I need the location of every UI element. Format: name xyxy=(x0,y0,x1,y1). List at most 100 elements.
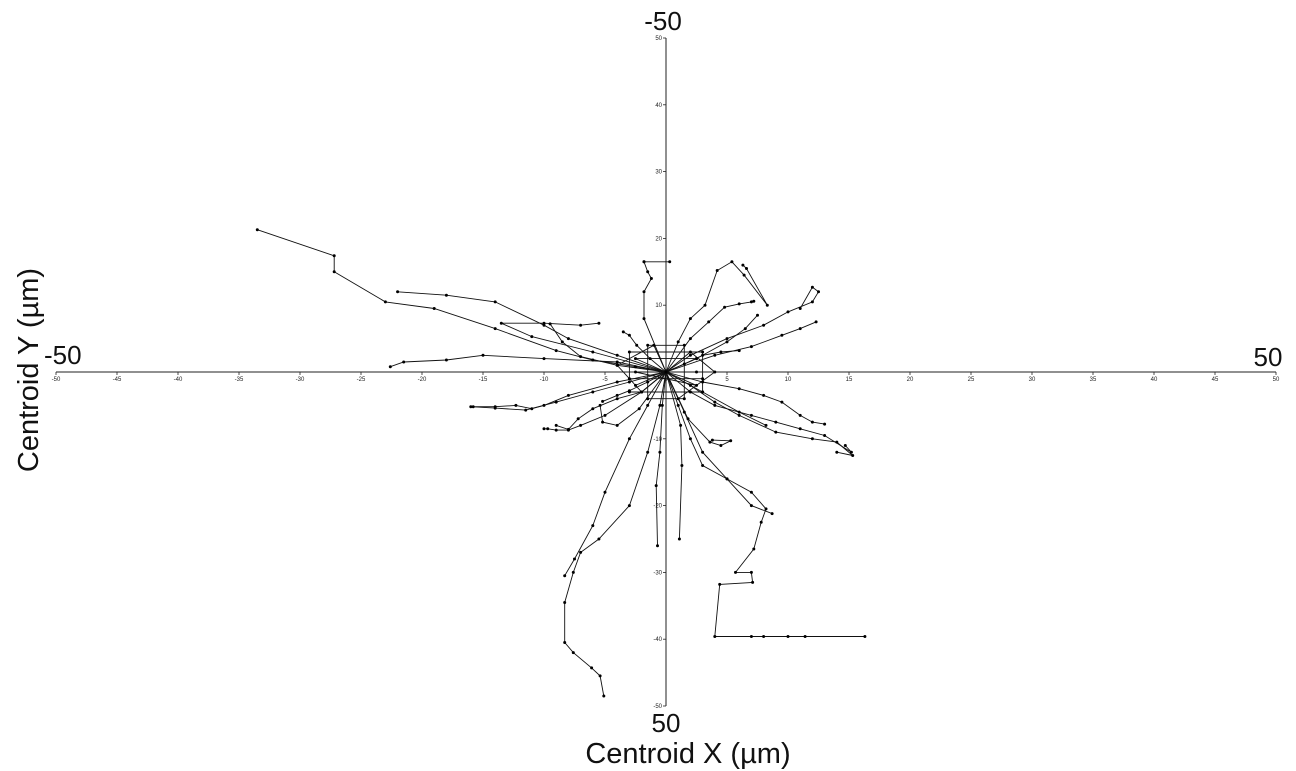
track-point xyxy=(749,300,753,304)
track-point xyxy=(677,537,681,541)
track-point xyxy=(388,365,392,369)
track-point xyxy=(713,400,717,404)
track-point xyxy=(598,674,602,678)
track-point xyxy=(749,504,753,508)
x-tick-label: -20 xyxy=(418,377,427,383)
track-point xyxy=(615,380,619,384)
y-tick-label: -30 xyxy=(653,570,662,576)
track-point xyxy=(560,340,564,344)
track-point xyxy=(654,484,658,488)
track-point xyxy=(591,358,595,362)
track-point xyxy=(770,512,774,516)
track-point xyxy=(759,520,763,524)
track-point xyxy=(695,383,698,387)
track-point xyxy=(752,299,756,303)
track-point xyxy=(713,403,717,407)
track-point xyxy=(615,423,619,427)
track-points xyxy=(255,228,867,698)
track-point xyxy=(688,350,692,354)
track-point xyxy=(563,641,567,644)
track-point xyxy=(703,303,707,307)
track-line xyxy=(665,371,683,540)
track-point xyxy=(715,269,719,272)
track-point xyxy=(637,407,641,411)
track-point xyxy=(701,350,705,354)
track-point xyxy=(718,582,722,586)
track-point xyxy=(627,437,631,441)
track-point xyxy=(701,390,705,394)
track-line xyxy=(564,371,667,576)
track-point xyxy=(752,547,756,551)
track-point xyxy=(762,323,766,327)
x-tick-label: -25 xyxy=(357,377,366,383)
track-point xyxy=(563,574,567,578)
track-point xyxy=(719,350,723,354)
track-point xyxy=(396,290,400,294)
track-point xyxy=(627,390,631,394)
track-point xyxy=(597,321,601,325)
track-point xyxy=(810,420,814,424)
track-point xyxy=(530,335,534,339)
track-point xyxy=(780,400,784,404)
track-point xyxy=(514,403,518,407)
track-point xyxy=(708,440,712,444)
track-point xyxy=(686,417,690,421)
track-point xyxy=(810,300,814,304)
track-point xyxy=(640,390,644,394)
track-point xyxy=(621,330,625,334)
track-point xyxy=(835,440,839,444)
x-tick-label: -40 xyxy=(174,377,183,383)
track-point xyxy=(713,635,717,638)
track-line xyxy=(643,261,670,373)
track-point xyxy=(737,349,741,353)
track-point xyxy=(680,464,684,467)
track-point xyxy=(579,423,583,427)
track-point xyxy=(634,357,637,361)
track-point xyxy=(601,420,605,424)
track-point xyxy=(627,377,631,381)
track-point xyxy=(688,337,692,341)
track-point xyxy=(634,383,637,387)
track-point xyxy=(688,383,692,387)
track-point xyxy=(682,397,686,401)
track-point xyxy=(597,537,601,541)
track-point xyxy=(627,350,631,354)
x-tick-label: 20 xyxy=(907,377,914,383)
x-tick-label: -5 xyxy=(602,377,608,383)
track-point xyxy=(682,343,686,347)
track-point xyxy=(432,307,436,310)
x-tick-label: 40 xyxy=(1151,377,1158,383)
track-point xyxy=(615,360,619,364)
track-point xyxy=(786,310,790,314)
x-tick-label: -50 xyxy=(52,377,61,383)
track-point xyxy=(734,570,737,574)
y-tick-label: 40 xyxy=(655,103,662,109)
track-point xyxy=(664,370,668,374)
track-point xyxy=(634,365,637,369)
track-point xyxy=(835,450,839,454)
track-point xyxy=(499,321,503,325)
track-point xyxy=(591,407,595,411)
track-point xyxy=(751,580,755,584)
track-line xyxy=(665,286,820,373)
track-point xyxy=(615,353,619,357)
track-point xyxy=(469,405,473,409)
track-point xyxy=(579,550,583,554)
x-tick-label: 10 xyxy=(785,377,792,383)
track-point xyxy=(851,454,855,457)
track-point xyxy=(627,504,631,508)
track-point xyxy=(668,260,672,264)
track-point xyxy=(817,290,820,294)
tracks xyxy=(257,229,865,697)
track-point xyxy=(803,635,807,638)
track-point xyxy=(383,300,387,304)
track-point xyxy=(646,397,650,401)
x-tick-label: 5 xyxy=(725,377,729,383)
track-point xyxy=(723,305,727,309)
track-point xyxy=(749,345,753,349)
track-point xyxy=(725,477,729,481)
y-tick-label: 20 xyxy=(655,236,662,242)
track-line xyxy=(473,371,667,410)
track-point xyxy=(814,320,818,324)
track-point xyxy=(591,390,595,394)
